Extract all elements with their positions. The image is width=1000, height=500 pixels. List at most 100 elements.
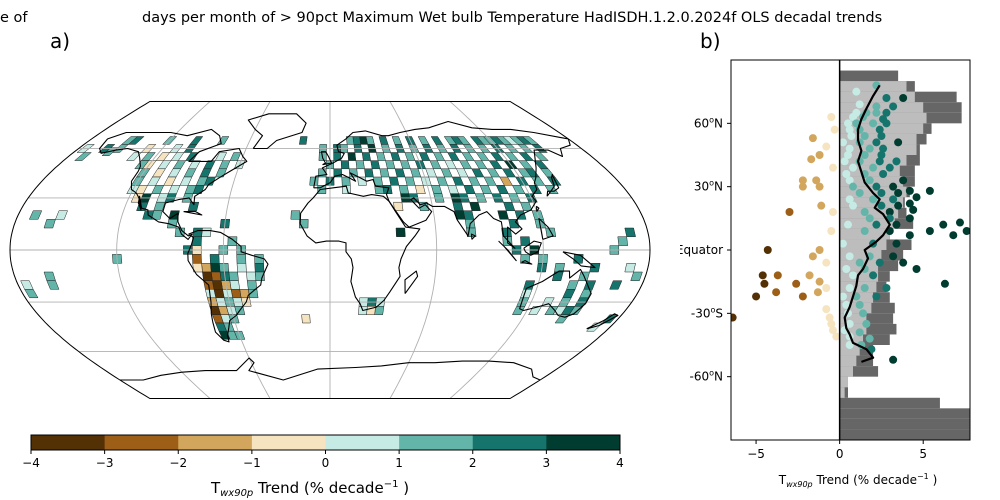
scatter-point xyxy=(940,279,949,288)
scatter-point xyxy=(827,113,836,121)
scatter-point xyxy=(815,277,824,286)
map-grid-cell xyxy=(440,168,453,178)
scatter-point xyxy=(813,288,822,297)
scatter-point xyxy=(847,132,856,140)
scatter-point xyxy=(842,170,851,178)
map-grid-cell xyxy=(444,160,457,170)
scatter-point xyxy=(877,189,886,197)
coastline xyxy=(562,251,596,269)
scatter-point xyxy=(798,182,807,191)
scatter-point xyxy=(842,300,851,309)
scatter-point xyxy=(822,284,831,292)
map-grid-cell xyxy=(28,210,43,220)
scatter-point xyxy=(955,218,964,227)
colorbar-swatch xyxy=(325,435,400,450)
scatter-point xyxy=(860,284,869,292)
histogram-bar-land xyxy=(839,165,900,177)
scatter-point xyxy=(860,132,869,140)
scatter-point xyxy=(817,201,826,210)
map-grid-cell xyxy=(355,160,365,170)
scatter-point xyxy=(905,231,914,240)
map-grid-cell xyxy=(43,271,56,281)
map-grid-cell xyxy=(391,136,403,145)
map-grid-cell xyxy=(172,160,187,170)
scatter-point xyxy=(845,319,854,328)
colorbar-swatch xyxy=(472,435,547,450)
scatter-point xyxy=(822,258,831,267)
map-grid-cell xyxy=(544,306,559,315)
map-grid-cell xyxy=(202,271,213,281)
scatter-point xyxy=(798,292,807,301)
map-grid-cell xyxy=(583,280,597,290)
scatter-point xyxy=(845,284,854,292)
map-grid-cell xyxy=(20,280,34,290)
histogram-bar-land xyxy=(839,91,915,103)
map-grid-cell xyxy=(361,152,372,161)
scatter-point xyxy=(843,151,852,159)
scatter-point xyxy=(882,94,891,102)
scatter-point xyxy=(869,195,878,204)
map-outline xyxy=(9,101,651,399)
map-grid-cell xyxy=(469,201,481,211)
xtick-label: 0 xyxy=(836,447,844,461)
map-grid-cell xyxy=(499,176,513,186)
histogram-bar-ocean xyxy=(839,408,970,419)
map-grid-cell xyxy=(394,168,406,178)
scatter-point xyxy=(828,163,837,172)
histogram-bar-land xyxy=(839,323,867,335)
map-grid-cell xyxy=(185,152,199,161)
map-grid-cell xyxy=(467,176,481,186)
scatter-point xyxy=(849,182,858,191)
map-grid-cell xyxy=(215,168,227,178)
coastline xyxy=(470,233,476,240)
scatter-point xyxy=(877,201,886,210)
histogram-bar-ocean xyxy=(839,429,970,440)
scatter-point xyxy=(731,313,737,322)
map-grid-cell xyxy=(192,254,202,264)
scatter-point xyxy=(865,144,874,153)
map-grid-cell xyxy=(254,263,265,273)
map-grid-cell xyxy=(475,152,490,161)
map-gridlines xyxy=(10,101,650,399)
map-grid-cell xyxy=(301,314,311,324)
map-grid-cell xyxy=(151,168,166,178)
scatter-point xyxy=(925,227,934,235)
scatter-point xyxy=(815,182,824,191)
map-grid-cell xyxy=(624,227,636,237)
map-grid-cell xyxy=(390,152,401,161)
map-grid-cell xyxy=(495,185,509,194)
map-grid-cell xyxy=(486,168,501,178)
coastline xyxy=(320,151,333,166)
map-grid-cell xyxy=(418,152,431,161)
map-grid-cell xyxy=(364,168,374,178)
scatter-point xyxy=(845,144,854,153)
map-grid-cell xyxy=(551,271,564,281)
histogram-bar-land xyxy=(839,144,917,155)
map-coastlines xyxy=(99,113,619,381)
map-grid-cell xyxy=(430,185,443,194)
scatter-point xyxy=(872,292,881,301)
scatter-point xyxy=(840,157,849,166)
scatter-xlabel: Twx90p Trend (% decade−1 ) xyxy=(778,472,938,489)
scatter-point xyxy=(877,151,886,159)
colorbar-swatch xyxy=(31,435,106,450)
map-grid-cell xyxy=(209,254,220,264)
scatter-point xyxy=(962,227,970,235)
map-grid-cell xyxy=(414,185,426,194)
scatter-point xyxy=(860,227,869,235)
scatter-point xyxy=(869,271,878,280)
coastline xyxy=(521,260,533,265)
map-grid-cell xyxy=(163,176,177,186)
map-grid-cell xyxy=(379,168,390,178)
scatter-point xyxy=(889,252,898,261)
scatter-point xyxy=(852,87,861,96)
ytick-label: Equator xyxy=(680,243,723,257)
map-meridian xyxy=(449,101,544,399)
colorbar-tick-label: −4 xyxy=(22,456,40,470)
map-grid-cell xyxy=(24,289,39,299)
colorbar-tick-label: 4 xyxy=(616,456,624,470)
scatter-point xyxy=(865,334,874,343)
scatter-point xyxy=(882,119,891,128)
scatter-point xyxy=(889,102,898,111)
map-cells-layer xyxy=(20,136,643,340)
